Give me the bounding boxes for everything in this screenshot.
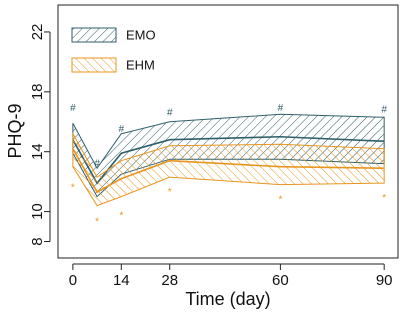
significance-marker: * [168,187,172,198]
significance-marker: * [95,217,99,228]
y-tick-label: 14 [29,143,46,160]
legend-label: EHM [126,57,155,72]
legend-swatch [71,27,117,43]
significance-marker: # [167,107,173,118]
significance-marker: # [94,158,100,169]
x-axis-label: Time (day) [185,289,270,309]
x-tick-label: 90 [376,272,393,289]
significance-marker: * [119,211,123,222]
significance-marker: # [278,103,284,114]
plot-frame [57,4,399,259]
y-tick-label: 22 [29,24,46,41]
x-tick-label: 14 [113,272,130,289]
legend-swatch [71,57,117,73]
y-tick-label: 8 [29,237,46,245]
x-tick-label: 28 [161,272,178,289]
legend-label: EMO [126,27,156,42]
significance-marker: * [278,194,282,205]
significance-marker: * [71,182,75,193]
significance-marker: # [119,124,125,135]
mean-line [72,148,385,194]
x-tick-label: 0 [69,272,77,289]
y-tick-label: 10 [29,203,46,220]
y-axis-label: PHQ-9 [5,103,25,158]
confidence-band [72,131,385,207]
significance-marker: # [70,103,76,114]
significance-marker: # [381,104,387,115]
x-tick-label: 60 [272,272,289,289]
significance-marker: * [382,193,386,204]
y-tick-label: 18 [29,83,46,100]
